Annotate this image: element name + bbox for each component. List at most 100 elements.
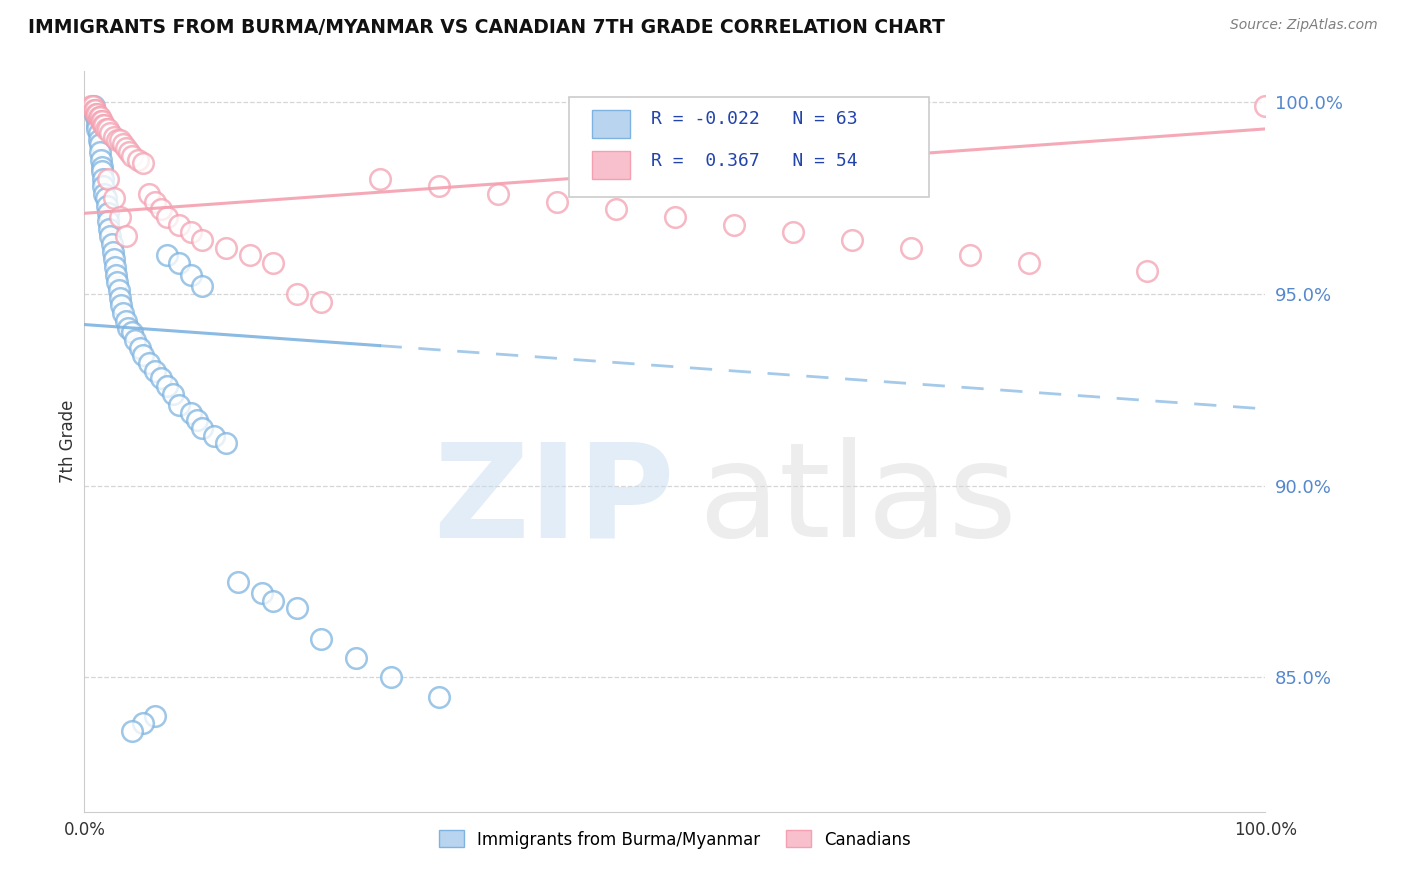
Point: [121, 149, 143, 163]
Point: [124, 333, 146, 347]
Point: [427, 690, 450, 704]
Point: [309, 294, 332, 309]
Point: [118, 145, 141, 159]
Point: [87, 133, 110, 147]
Point: [108, 291, 131, 305]
Point: [87, 126, 110, 140]
Point: [114, 314, 136, 328]
Point: [239, 248, 262, 262]
Text: R = -0.022   N = 63: R = -0.022 N = 63: [651, 111, 858, 128]
Point: [93, 187, 115, 202]
Point: [226, 574, 249, 589]
Point: [96, 199, 118, 213]
Point: [90, 153, 112, 167]
Point: [83, 103, 105, 117]
Bar: [592, 151, 630, 178]
Bar: [592, 110, 630, 138]
Point: [150, 202, 173, 217]
Point: [107, 133, 129, 147]
Point: [121, 325, 143, 339]
Point: [104, 260, 127, 274]
Point: [91, 179, 114, 194]
Point: [114, 229, 136, 244]
Point: [93, 118, 115, 132]
Point: [143, 194, 166, 209]
Text: IMMIGRANTS FROM BURMA/MYANMAR VS CANADIAN 7TH GRADE CORRELATION CHART: IMMIGRANTS FROM BURMA/MYANMAR VS CANADIA…: [28, 18, 945, 37]
Point: [150, 371, 173, 385]
Point: [900, 241, 922, 255]
Point: [94, 122, 117, 136]
Point: [427, 179, 450, 194]
Point: [89, 137, 111, 152]
Point: [84, 106, 107, 120]
Point: [112, 137, 135, 152]
Point: [89, 145, 111, 159]
Point: [86, 106, 108, 120]
Point: [108, 210, 131, 224]
Point: [132, 716, 155, 731]
Point: [262, 256, 284, 270]
Point: [91, 161, 114, 175]
Point: [97, 206, 120, 220]
Point: [1018, 256, 1040, 270]
Point: [91, 114, 114, 128]
Point: [101, 244, 124, 259]
Point: [100, 237, 122, 252]
Point: [156, 248, 179, 262]
Point: [143, 708, 166, 723]
Point: [167, 218, 190, 232]
Point: [664, 210, 686, 224]
Point: [97, 122, 120, 136]
Point: [841, 233, 863, 247]
Point: [132, 156, 155, 170]
Point: [94, 191, 117, 205]
Point: [959, 248, 981, 262]
Point: [191, 421, 214, 435]
Point: [180, 406, 202, 420]
Point: [103, 129, 125, 144]
Point: [285, 286, 308, 301]
Point: [110, 298, 132, 312]
Point: [368, 171, 391, 186]
Point: [103, 252, 125, 267]
Point: [84, 111, 107, 125]
Point: [114, 141, 136, 155]
Point: [103, 191, 125, 205]
Point: [91, 171, 114, 186]
Point: [90, 114, 112, 128]
Point: [117, 321, 139, 335]
Point: [112, 306, 135, 320]
FancyBboxPatch shape: [568, 97, 929, 197]
Point: [86, 118, 108, 132]
Point: [309, 632, 332, 646]
Point: [380, 670, 402, 684]
Point: [107, 283, 129, 297]
Point: [127, 153, 149, 167]
Point: [87, 111, 110, 125]
Point: [250, 586, 273, 600]
Point: [782, 226, 804, 240]
Point: [723, 218, 745, 232]
Point: [156, 379, 179, 393]
Point: [186, 413, 208, 427]
Point: [108, 133, 131, 147]
Point: [1136, 264, 1159, 278]
Point: [89, 111, 111, 125]
Point: [546, 194, 568, 209]
Y-axis label: 7th Grade: 7th Grade: [59, 400, 77, 483]
Point: [180, 268, 202, 282]
Text: R =  0.367   N = 54: R = 0.367 N = 54: [651, 152, 858, 170]
Point: [138, 356, 160, 370]
Text: Source: ZipAtlas.com: Source: ZipAtlas.com: [1230, 18, 1378, 32]
Point: [138, 187, 160, 202]
Point: [83, 99, 105, 113]
Point: [605, 202, 627, 217]
Point: [86, 122, 108, 136]
Point: [105, 268, 128, 282]
Point: [82, 99, 104, 113]
Point: [98, 221, 121, 235]
Point: [107, 276, 129, 290]
Point: [128, 341, 150, 355]
Point: [486, 187, 509, 202]
Point: [97, 214, 120, 228]
